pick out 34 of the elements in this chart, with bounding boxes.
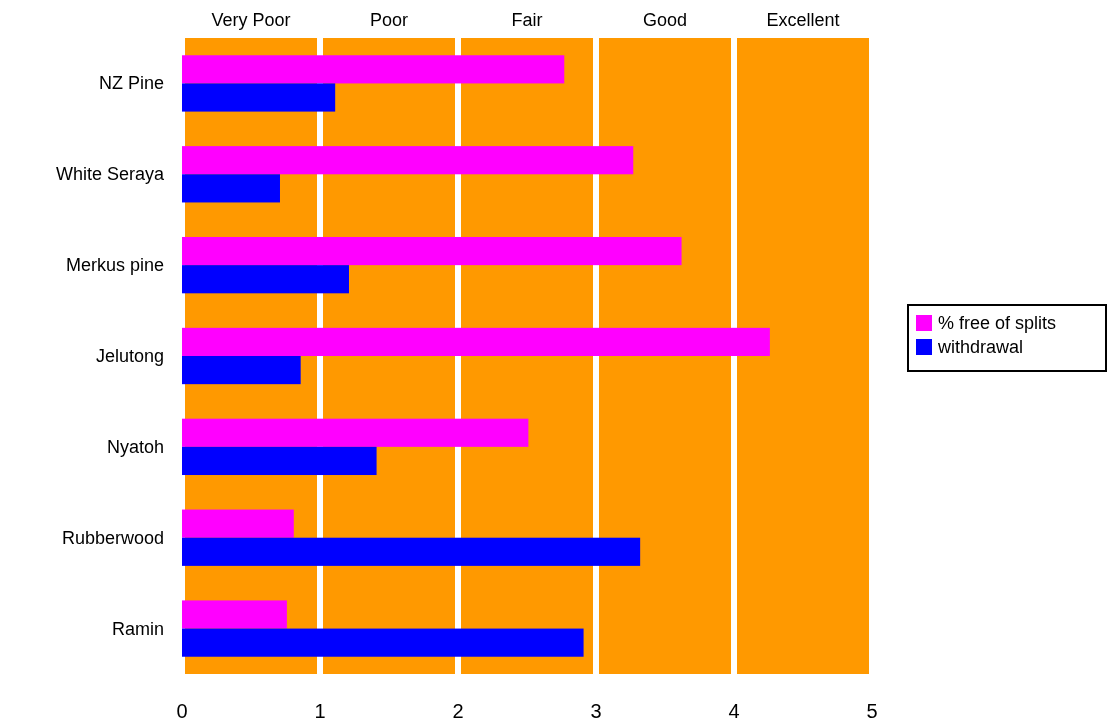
band-label: Excellent bbox=[766, 10, 840, 30]
band-label: Good bbox=[642, 10, 688, 30]
x-tick-label: 3 bbox=[590, 700, 602, 722]
band-label: Fair bbox=[511, 10, 543, 30]
x-tick-label: 4 bbox=[728, 700, 740, 722]
bar bbox=[182, 174, 280, 203]
x-tick-label: 1 bbox=[314, 700, 326, 722]
y-tick-label: Ramin bbox=[111, 618, 164, 639]
bar bbox=[182, 418, 529, 447]
y-tick-label: Nyatoh bbox=[106, 436, 164, 457]
bar bbox=[182, 600, 287, 629]
y-tick-label: Merkus pine bbox=[65, 255, 164, 276]
x-tick-label: 2 bbox=[452, 700, 464, 722]
y-tick-label: Rubberwood bbox=[61, 527, 164, 548]
bar bbox=[182, 83, 336, 112]
bar bbox=[182, 327, 770, 356]
y-tick-label: Jelutong bbox=[95, 346, 164, 366]
bar bbox=[182, 537, 641, 566]
y-tick-label: NZ Pine bbox=[98, 73, 164, 94]
legend-label: withdrawal bbox=[937, 337, 1024, 357]
x-tick-label: 5 bbox=[866, 700, 878, 722]
legend-label: % free of splits bbox=[938, 313, 1057, 333]
bar bbox=[182, 356, 301, 385]
bar bbox=[182, 236, 682, 266]
band-label: Very Poor bbox=[211, 10, 291, 30]
bar bbox=[182, 509, 294, 538]
x-tick-label: 0 bbox=[176, 700, 188, 722]
bar bbox=[182, 446, 377, 476]
bar bbox=[182, 628, 584, 657]
y-tick-label: White Seraya bbox=[55, 164, 165, 185]
bar bbox=[182, 55, 565, 84]
bar bbox=[182, 265, 349, 294]
bar bbox=[182, 146, 634, 175]
band-label: Poor bbox=[369, 10, 409, 30]
